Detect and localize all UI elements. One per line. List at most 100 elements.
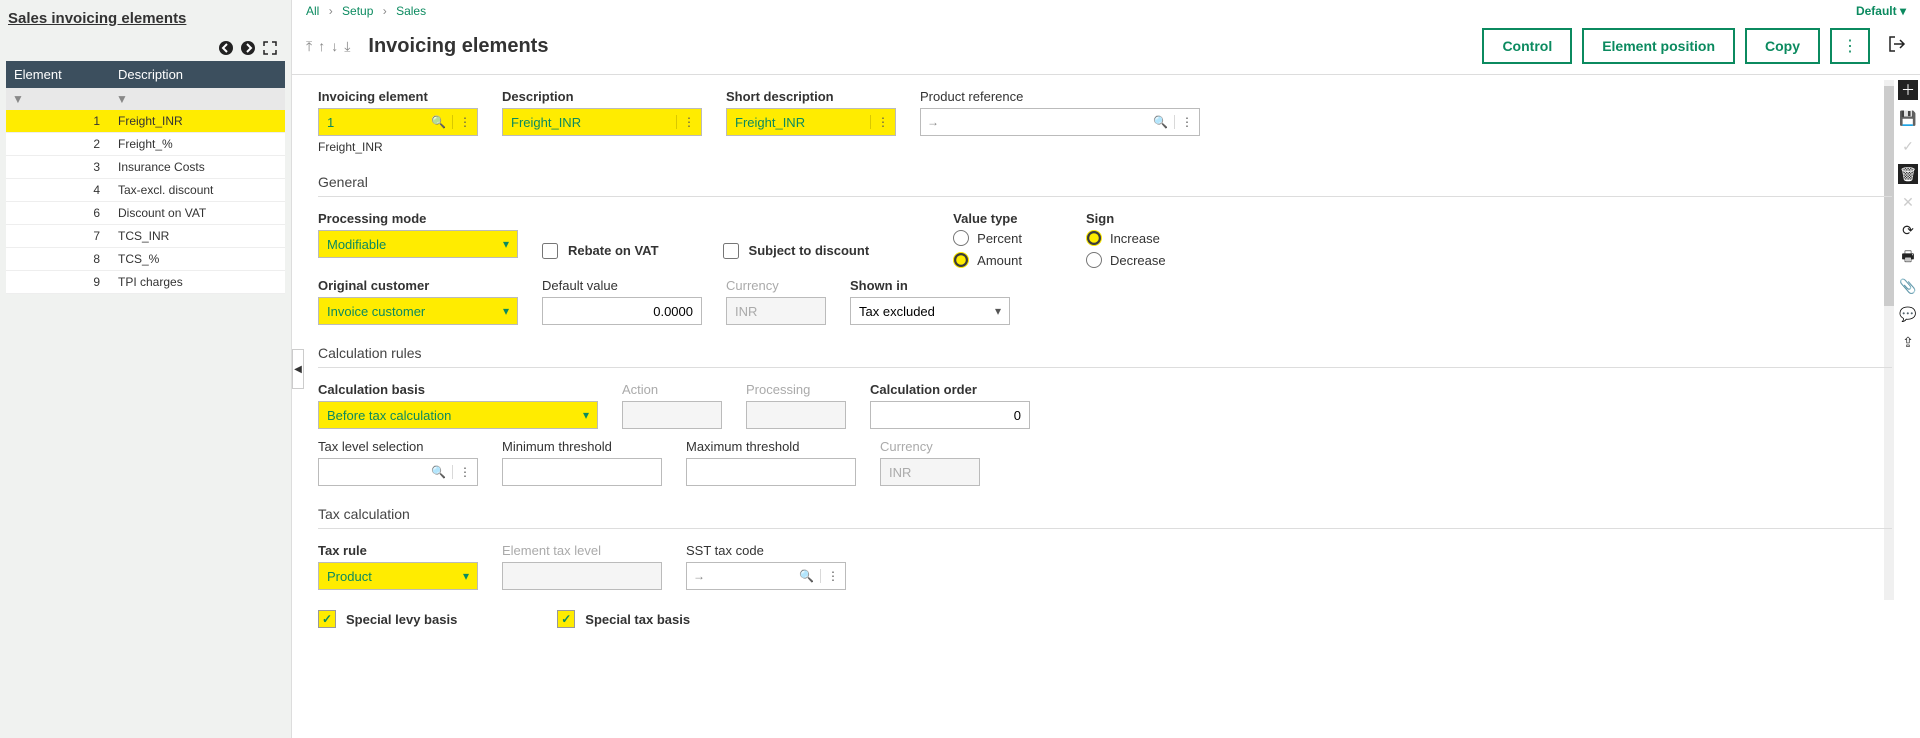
rebate-vat-checkbox[interactable] [542, 243, 558, 259]
currency-input [727, 298, 825, 324]
chevron-down-icon[interactable]: ▾ [455, 569, 477, 583]
table-row[interactable]: 2Freight_% [6, 133, 285, 156]
lookup-icon[interactable]: 🔍 [793, 569, 820, 583]
breadcrumb-all[interactable]: All [306, 4, 319, 18]
sst-tax-code-input[interactable] [711, 563, 793, 589]
max-threshold-input[interactable] [687, 459, 855, 485]
filter-element[interactable]: ▼ [6, 88, 110, 110]
link-icon[interactable]: → [687, 569, 711, 583]
description-input[interactable] [503, 109, 676, 135]
chevron-down-icon[interactable]: ▾ [495, 304, 517, 318]
table-row[interactable]: 1Freight_INR [6, 110, 285, 133]
label-shown-in: Shown in [850, 278, 1010, 293]
section-calc-rules: Calculation rules [318, 335, 1892, 368]
chevron-right-icon: › [383, 4, 387, 18]
label-value-type: Value type [953, 211, 1022, 226]
table-row[interactable]: 7TCS_INR [6, 225, 285, 248]
label-default-value: Default value [542, 278, 702, 293]
prev-record-icon[interactable]: ↑ [318, 38, 325, 55]
default-value-input[interactable] [543, 298, 701, 324]
last-record-icon[interactable]: ⤓ [344, 38, 350, 55]
label-element-tax-level: Element tax level [502, 543, 662, 558]
original-customer-select[interactable] [319, 298, 495, 324]
section-tax-calc: Tax calculation [318, 496, 1892, 529]
label-action: Action [622, 382, 722, 397]
breadcrumb-setup[interactable]: Setup [342, 4, 373, 18]
label-processing: Processing [746, 382, 846, 397]
special-levy-checkbox[interactable]: ✓ [318, 610, 336, 628]
lookup-icon[interactable]: 🔍 [425, 115, 452, 129]
calculation-order-input[interactable] [871, 402, 1029, 428]
processing-mode-select[interactable] [319, 231, 495, 257]
element-list-table: Element Description ▼ ▼ 1Freight_INR2Fre… [6, 61, 285, 294]
product-reference-input[interactable] [945, 109, 1147, 135]
label-sign: Sign [1086, 211, 1166, 226]
label-invoicing-element: Invoicing element [318, 89, 478, 104]
col-element[interactable]: Element [6, 61, 110, 88]
table-row[interactable]: 9TPI charges [6, 271, 285, 294]
label-calculation-order: Calculation order [870, 382, 1030, 397]
first-record-icon[interactable]: ⤒ [306, 38, 312, 55]
kebab-icon[interactable]: ⋮ [452, 465, 477, 479]
col-description[interactable]: Description [110, 61, 285, 88]
element-tax-level-input [503, 563, 661, 589]
kebab-icon[interactable]: ⋮ [452, 115, 477, 129]
filter-icon: ▼ [116, 92, 128, 106]
label-tax-level-selection: Tax level selection [318, 439, 478, 454]
table-row[interactable]: 3Insurance Costs [6, 156, 285, 179]
chevron-down-icon[interactable]: ▾ [575, 408, 597, 422]
kebab-icon[interactable]: ⋮ [820, 569, 845, 583]
label-processing-mode: Processing mode [318, 211, 518, 226]
label-max-threshold: Maximum threshold [686, 439, 856, 454]
filter-description[interactable]: ▼ [110, 88, 285, 110]
more-actions-button[interactable]: ⋮ [1830, 28, 1870, 64]
special-tax-checkbox[interactable]: ✓ [557, 610, 575, 628]
table-row[interactable]: 4Tax-excl. discount [6, 179, 285, 202]
control-button[interactable]: Control [1482, 28, 1572, 64]
kebab-icon[interactable]: ⋮ [870, 115, 895, 129]
next-record-icon[interactable]: ↓ [331, 38, 338, 55]
section-general: General [318, 164, 1892, 197]
breadcrumb-sales[interactable]: Sales [396, 4, 426, 18]
label-short-description: Short description [726, 89, 896, 104]
table-row[interactable]: 6Discount on VAT [6, 202, 285, 225]
element-position-button[interactable]: Element position [1582, 28, 1735, 64]
subject-discount-checkbox[interactable] [723, 243, 739, 259]
label-tax-rule: Tax rule [318, 543, 478, 558]
copy-button[interactable]: Copy [1745, 28, 1820, 64]
expand-icon[interactable] [261, 39, 279, 57]
tax-level-selection-input[interactable] [319, 459, 425, 485]
lookup-icon[interactable]: 🔍 [425, 465, 452, 479]
radio-amount[interactable] [953, 252, 969, 268]
default-menu[interactable]: Default ▾ [1856, 4, 1906, 18]
form-area: Invoicing element 🔍 ⋮ Freight_INR Descri… [292, 75, 1920, 738]
shown-in-select[interactable] [851, 298, 987, 324]
invoicing-element-input[interactable] [319, 109, 425, 135]
link-icon[interactable]: → [921, 115, 945, 129]
chevron-down-icon[interactable]: ▾ [987, 304, 1009, 318]
nav-prev-icon[interactable] [217, 39, 235, 57]
calculation-basis-select[interactable] [319, 402, 575, 428]
chevron-right-icon: › [329, 4, 333, 18]
label-rebate-vat: Rebate on VAT [568, 243, 659, 258]
kebab-icon[interactable]: ⋮ [1174, 115, 1199, 129]
chevron-down-icon[interactable]: ▾ [495, 237, 517, 251]
radio-decrease[interactable] [1086, 252, 1102, 268]
short-description-input[interactable] [727, 109, 870, 135]
label-percent: Percent [977, 231, 1022, 246]
nav-next-icon[interactable] [239, 39, 257, 57]
radio-increase[interactable] [1086, 230, 1102, 246]
left-panel: Sales invoicing elements Element Descrip… [0, 0, 292, 738]
min-threshold-input[interactable] [503, 459, 661, 485]
tax-rule-select[interactable] [319, 563, 455, 589]
processing-input [747, 402, 845, 428]
radio-percent[interactable] [953, 230, 969, 246]
exit-icon[interactable] [1888, 35, 1906, 58]
kebab-icon[interactable]: ⋮ [676, 115, 701, 129]
label-description: Description [502, 89, 702, 104]
label-decrease: Decrease [1110, 253, 1166, 268]
label-sst-tax-code: SST tax code [686, 543, 846, 558]
table-row[interactable]: 8TCS_% [6, 248, 285, 271]
lookup-icon[interactable]: 🔍 [1147, 115, 1174, 129]
label-special-tax: Special tax basis [585, 612, 690, 627]
